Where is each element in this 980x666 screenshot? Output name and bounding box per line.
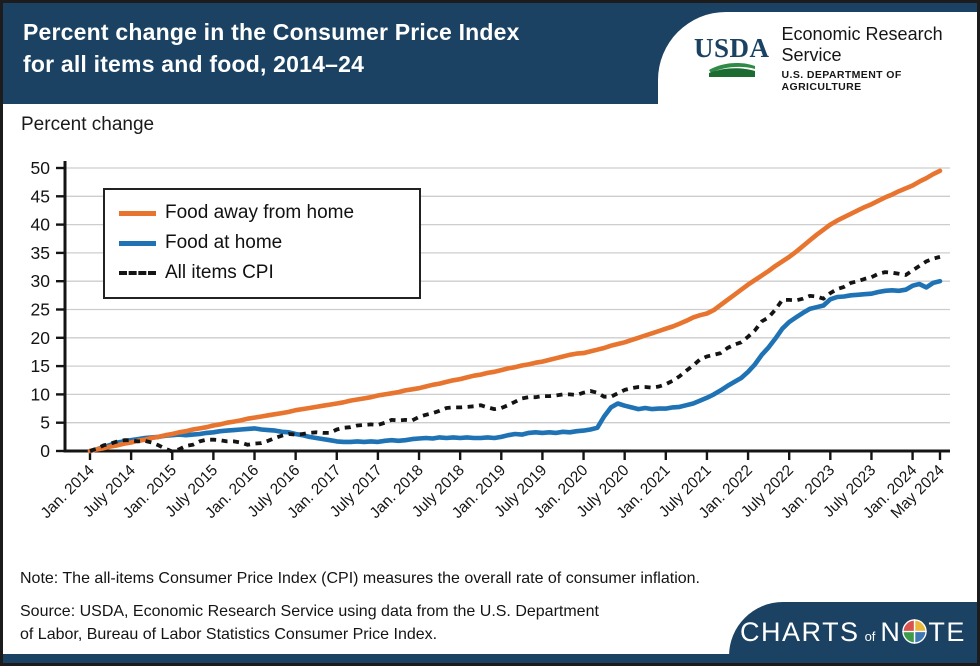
- legend-label: Food away from home: [165, 202, 355, 223]
- page-title-line2: for all items and food, 2014–24: [23, 51, 365, 77]
- y-tick-label: 20: [31, 328, 51, 348]
- y-tick-label: 25: [31, 300, 50, 320]
- legend-swatch-solid: [119, 240, 156, 246]
- badge-of-text: of: [864, 629, 876, 644]
- pie-chart-icon: [902, 619, 928, 649]
- series-line-food-away-from-home: [87, 168, 943, 454]
- y-tick-label: 40: [31, 215, 51, 235]
- org-text: Economic Research Service U.S. DEPARTMEN…: [782, 24, 977, 93]
- legend-item: All items CPI: [119, 258, 407, 288]
- y-axis-title: Percent change: [21, 114, 155, 135]
- org-dept: U.S. DEPARTMENT OF AGRICULTURE: [781, 68, 902, 93]
- badge-te-text: TE: [928, 617, 966, 647]
- legend-swatch-dashed: [119, 271, 156, 275]
- y-tick-label: 50: [31, 158, 51, 178]
- legend-swatch-solid: [119, 210, 156, 216]
- page-title-line1: Percent change in the Consumer Price Ind…: [23, 19, 520, 45]
- chart-legend: Food away from home Food at home All items…: [103, 188, 421, 299]
- y-tick-label: 5: [40, 413, 50, 433]
- y-tick-label: 0: [40, 441, 50, 461]
- legend-item: Food at home: [119, 228, 407, 258]
- usda-acronym: USDA: [694, 33, 770, 63]
- y-tick-label: 35: [31, 243, 50, 263]
- y-tick-label: 10: [31, 384, 51, 404]
- usda-swoosh-icon: [708, 62, 756, 81]
- charts-of-note-badge: CHARTS of N TE: [729, 602, 977, 663]
- badge-n-text: N: [880, 617, 902, 647]
- page-title: Percent change in the Consumer Price Ind…: [23, 16, 520, 80]
- source-text: Source: USDA, Economic Research Service …: [20, 603, 599, 643]
- usda-logo: USDA: [694, 35, 770, 81]
- legend-label: All items CPI: [165, 262, 274, 283]
- y-tick-label: 30: [31, 271, 51, 291]
- org-name: Economic Research Service: [781, 23, 943, 65]
- y-tick-label: 45: [31, 186, 50, 206]
- series-line-all-items-cpi: [89, 255, 941, 454]
- note-text: Note: The all-items Consumer Price Index…: [20, 570, 700, 587]
- header-banner: Percent change in the Consumer Price Ind…: [3, 3, 977, 104]
- y-tick-label: 15: [31, 356, 50, 376]
- legend-label: Food at home: [165, 232, 283, 253]
- charts-of-note-logo: CHARTS of N TE: [740, 616, 966, 649]
- usda-logo-panel: USDA Economic Research Service U.S. DEPA…: [658, 12, 977, 104]
- badge-charts-text: CHARTS: [740, 617, 860, 647]
- series-line-food-at-home: [87, 278, 943, 454]
- bottom-bar: [3, 654, 977, 663]
- legend-item: Food away from home: [119, 198, 407, 228]
